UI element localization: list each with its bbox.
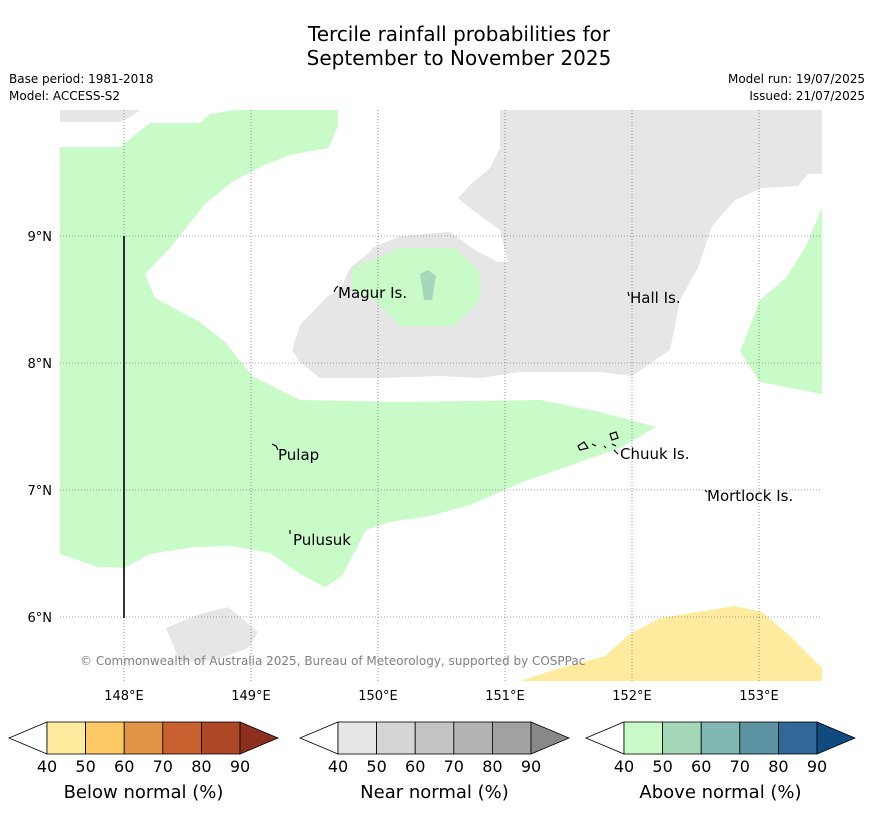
- colorbar-segment: [623, 721, 663, 755]
- above-normal-region-magur: [352, 248, 480, 326]
- copyright-notice: © Commonwealth of Australia 2025, Bureau…: [80, 654, 585, 668]
- lon-label-152e: 152°E: [612, 689, 652, 704]
- colorbar-tick-label: 60: [405, 757, 425, 776]
- colorbar-tick-label: 40: [614, 757, 634, 776]
- meta-right: Model run: 19/07/2025 Issued: 21/07/2025: [728, 71, 865, 105]
- near-normal-region-south: [166, 607, 258, 662]
- base-period: Base period: 1981-2018: [9, 72, 154, 86]
- place-label-mortlock: Mortlock Is.: [707, 487, 793, 505]
- mortlock-island-shape: [704, 489, 708, 493]
- lat-label-7n: 7°N: [28, 484, 53, 499]
- place-label-chuuk: Chuuk Is.: [620, 445, 689, 463]
- lat-label-8n: 8°N: [28, 357, 53, 372]
- lon-label-150e: 150°E: [358, 689, 398, 704]
- colorbar-tick-label: 50: [652, 757, 672, 776]
- lon-label-148e: 148°E: [104, 689, 144, 704]
- colorbar-above-normal: 40 50 60 70 80 90 Above normal (%): [584, 721, 857, 803]
- colorbar-tick-label: 80: [482, 757, 502, 776]
- colorbar-segment: [662, 721, 702, 755]
- lat-label-9n: 9°N: [28, 230, 53, 245]
- colorbar-tick-label: 60: [114, 757, 134, 776]
- colorbar-near-normal: 40 50 60 70 80 90 Near normal (%): [298, 721, 571, 803]
- colorbar-tick-label: 90: [521, 757, 541, 776]
- colorbar-tick-label: 70: [153, 757, 173, 776]
- islands: [271, 285, 708, 534]
- colorbar-tick-label: 50: [75, 757, 95, 776]
- lon-label-151e: 151°E: [485, 689, 525, 704]
- colorbar-tick-label: 90: [807, 757, 827, 776]
- colorbar-label: Near normal (%): [360, 782, 509, 803]
- above-normal-region-west: [60, 110, 656, 587]
- colorbar-segment: [739, 721, 779, 755]
- title-line-2: September to November 2025: [306, 46, 612, 70]
- hall-island-shape: [627, 291, 630, 297]
- colorbar-tick-label: 70: [730, 757, 750, 776]
- lon-label-153e: 153°E: [739, 689, 779, 704]
- pulap-island-shape: [271, 443, 279, 451]
- colorbar-tick-label: 80: [768, 757, 788, 776]
- chuuk-island-shape: [577, 431, 619, 455]
- title-line-1: Tercile rainfall probabilities for: [307, 22, 611, 46]
- model-name: Model: ACCESS-S2: [9, 89, 121, 103]
- colorbar-segment: [162, 721, 202, 755]
- colorbar-extend-low: [298, 721, 339, 755]
- colorbar-tick-label: 80: [191, 757, 211, 776]
- colorbar-segment: [85, 721, 125, 755]
- colorbar-below-normal: 40 50 60 70 80 90 Below normal (%): [7, 721, 280, 803]
- place-label-magur: Magur Is.: [338, 284, 407, 302]
- colorbar-segment: [46, 721, 86, 755]
- colorbar-extend-low: [7, 721, 48, 755]
- map-title: Tercile rainfall probabilities for Septe…: [0, 22, 873, 70]
- colorbar-segment: [414, 721, 455, 755]
- above-normal-50-core: [420, 270, 436, 300]
- colorbar-tick-label: 70: [444, 757, 464, 776]
- colorbar-tick-label: 40: [328, 757, 348, 776]
- colorbar-extend-low: [584, 721, 625, 755]
- colorbar-extend-high: [239, 721, 280, 755]
- model-run: Model run: 19/07/2025: [727, 72, 865, 86]
- colorbar-segment: [453, 721, 493, 755]
- place-label-pulap: Pulap: [278, 446, 319, 464]
- lon-label-149e: 149°E: [231, 689, 271, 704]
- colorbar-segment: [376, 721, 416, 755]
- colorbar-segment: [491, 721, 532, 755]
- colorbar-segment: [200, 721, 241, 755]
- colorbar-tick-label: 50: [366, 757, 386, 776]
- colorbar-segment: [700, 721, 741, 755]
- below-normal-region-southeast: [520, 606, 822, 681]
- lat-label-6n: 6°N: [28, 611, 53, 626]
- colorbar-segment: [777, 721, 818, 755]
- colorbar-label: Above normal (%): [639, 782, 801, 803]
- colorbar-tick-label: 60: [691, 757, 711, 776]
- place-label-pulusuk: Pulusuk: [293, 531, 351, 549]
- near-normal-region-top-left: [60, 110, 140, 122]
- colorbar-segment: [337, 721, 377, 755]
- issued-date: Issued: 21/07/2025: [749, 89, 865, 103]
- place-label-hall: Hall Is.: [630, 289, 681, 307]
- colorbar-tick-label: 90: [230, 757, 250, 776]
- meta-left: Base period: 1981-2018 Model: ACCESS-S2: [9, 71, 154, 105]
- colorbar-extend-high: [816, 721, 857, 755]
- colorbar-tick-label: 40: [37, 757, 57, 776]
- probability-fields: [60, 110, 822, 681]
- colorbar-label: Below normal (%): [64, 782, 224, 803]
- colorbar-extend-high: [530, 721, 571, 755]
- colorbar-segment: [123, 721, 164, 755]
- magur-island-shape: [333, 285, 339, 293]
- above-normal-region-east: [740, 208, 822, 394]
